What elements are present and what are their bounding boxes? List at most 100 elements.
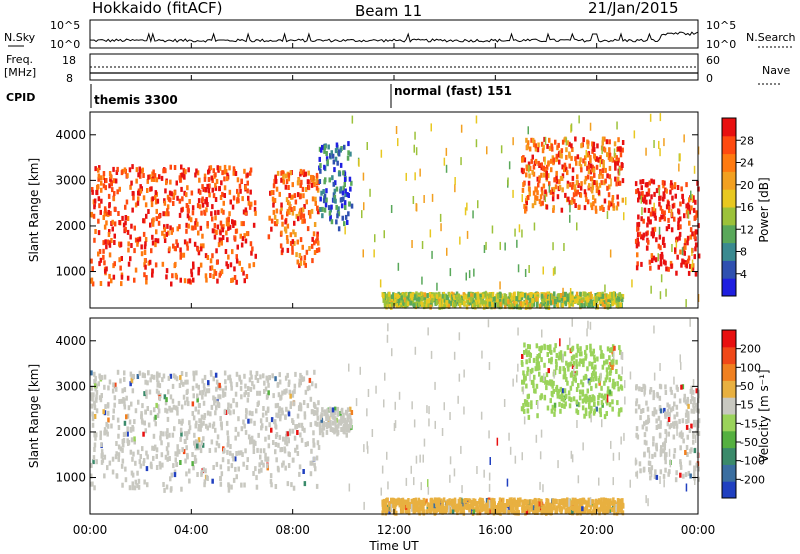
scatter-cell [236, 188, 239, 194]
scatter-cell [521, 379, 524, 385]
scatter-cell [200, 470, 204, 476]
scatter-cell [526, 408, 530, 414]
scatter-cell [215, 405, 218, 411]
scatter-cell [506, 478, 509, 487]
scatter-cell [107, 232, 111, 237]
scatter-cell [293, 240, 296, 246]
scatter-cell [361, 210, 363, 219]
scatter-cell [403, 297, 407, 303]
scatter-cell [563, 162, 567, 168]
scatter-cell [534, 292, 537, 298]
scatter-cell [656, 391, 659, 397]
scatter-cell [193, 432, 196, 438]
scatter-cell [136, 483, 139, 489]
scatter-cell [344, 422, 347, 428]
scatter-cell [653, 325, 655, 334]
scatter-cell [97, 218, 100, 224]
scatter-cell [512, 137, 514, 146]
scatter-cell [163, 227, 166, 233]
scatter-cell [586, 328, 588, 337]
scatter-cell [238, 260, 241, 266]
scatter-cell [527, 302, 530, 308]
scatter-cell [230, 381, 233, 387]
scatter-cell [163, 394, 167, 400]
scatter-cell [542, 509, 545, 515]
scatter-cell [124, 477, 128, 483]
scatter-cell [565, 147, 568, 153]
scatter-cell [293, 435, 297, 441]
scatter-cell [646, 222, 649, 228]
scatter-cell [105, 266, 108, 272]
scatter-cell [291, 210, 295, 216]
scatter-cell [349, 418, 353, 424]
scatter-cell [461, 485, 463, 494]
scatter-cell [119, 242, 123, 248]
scatter-cell [453, 501, 456, 507]
scatter-cell [613, 141, 617, 147]
scatter-cell [617, 386, 620, 392]
scatter-cell [599, 205, 602, 211]
scatter-cell [449, 504, 452, 510]
scatter-cell [289, 404, 292, 409]
scatter-cell [404, 501, 407, 507]
scatter-cell [554, 266, 556, 275]
scatter-cell [285, 235, 289, 240]
scatter-cell [461, 499, 464, 504]
scatter-cell [324, 202, 328, 208]
scatter-cell [223, 185, 227, 191]
scatter-cell [317, 400, 320, 406]
scatter-cell [217, 382, 220, 388]
scatter-cell [501, 502, 504, 508]
scatter-cell [212, 193, 216, 199]
scatter-cell [274, 403, 278, 409]
scatter-cell [270, 190, 274, 195]
scatter-cell [298, 211, 301, 217]
scatter-cell [293, 388, 296, 394]
scatter-cell [100, 449, 104, 455]
scatter-cell [593, 402, 596, 407]
scatter-cell [341, 190, 345, 196]
scatter-cell [384, 296, 387, 301]
scatter-cell [337, 171, 341, 177]
scatter-cell [274, 376, 277, 382]
scatter-cell [176, 406, 179, 412]
scatter-cell [658, 226, 661, 235]
scatter-cell [691, 248, 693, 256]
scatter-cell [612, 477, 614, 486]
scatter-cell [107, 417, 110, 423]
scatter-cell [137, 190, 140, 196]
scatter-cell [428, 418, 430, 427]
scatter-cell [673, 420, 677, 426]
scatter-cell [684, 238, 687, 244]
scatter-cell [299, 406, 303, 412]
scatter-cell [306, 179, 310, 185]
scatter-cell [286, 208, 290, 214]
scatter-cell [592, 366, 596, 372]
scatter-cell [363, 202, 365, 211]
scatter-cell [337, 423, 340, 429]
scatter-cell [293, 206, 296, 211]
scatter-cell [426, 293, 429, 298]
scatter-cell [120, 274, 124, 280]
scatter-cell [231, 453, 234, 459]
scatter-cell [296, 192, 300, 198]
scatter-cell [294, 447, 297, 453]
noise-line [89, 31, 699, 44]
scatter-cell [219, 394, 222, 400]
scatter-cell [666, 402, 669, 408]
scatter-cell [602, 160, 605, 165]
scatter-cell [524, 375, 527, 381]
scatter-cell [275, 457, 278, 463]
scatter-cell [584, 155, 587, 161]
scatter-cell [179, 460, 182, 465]
scatter-cell [296, 413, 300, 419]
scatter-cell [645, 426, 648, 432]
scatter-cell [523, 498, 527, 504]
scatter-cell [667, 417, 671, 422]
scatter-cell [180, 431, 183, 437]
scatter-cell [248, 204, 252, 210]
scatter-cell [558, 401, 561, 407]
scatter-cell [234, 435, 237, 441]
scatter-cell [533, 498, 536, 504]
